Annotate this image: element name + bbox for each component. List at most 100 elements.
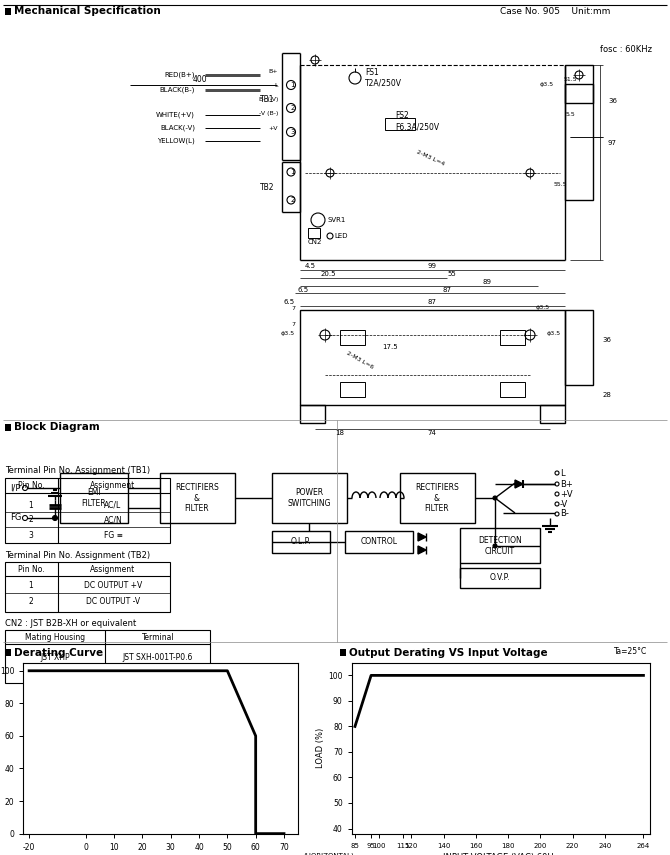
Text: 6.5: 6.5 <box>297 287 309 293</box>
Text: 2: 2 <box>29 516 34 524</box>
Text: 1: 1 <box>291 82 295 88</box>
Circle shape <box>493 496 497 500</box>
Bar <box>5 8 11 15</box>
Bar <box>460 568 540 588</box>
Text: (HORIZONTAL): (HORIZONTAL) <box>304 852 354 855</box>
Text: AC/L: AC/L <box>105 500 122 510</box>
Text: 36: 36 <box>602 337 612 343</box>
Text: O.V.P.: O.V.P. <box>490 574 511 582</box>
Text: Pin No.: Pin No. <box>17 564 44 574</box>
Bar <box>340 330 365 345</box>
Bar <box>340 649 346 656</box>
Text: B+: B+ <box>269 69 278 74</box>
X-axis label: INPUT VOLTAGE (VAC) 60Hz: INPUT VOLTAGE (VAC) 60Hz <box>444 852 558 855</box>
Bar <box>565 65 593 103</box>
Bar <box>5 562 170 612</box>
Bar <box>540 405 565 423</box>
Bar <box>460 528 540 563</box>
Bar <box>345 531 413 553</box>
Bar <box>160 473 235 523</box>
Bar <box>5 478 170 543</box>
Bar <box>5 424 11 431</box>
Text: 3: 3 <box>29 530 34 540</box>
Text: +V: +V <box>560 490 573 498</box>
Text: JST SXH-001T-P0.6
or equivalent: JST SXH-001T-P0.6 or equivalent <box>123 653 193 673</box>
Text: YELLOW(L): YELLOW(L) <box>157 138 195 144</box>
Text: ϕ3.5: ϕ3.5 <box>547 331 561 335</box>
Text: DC OUTPUT +V: DC OUTPUT +V <box>84 581 142 591</box>
Text: 2: 2 <box>29 597 34 605</box>
Text: B-: B- <box>560 510 569 518</box>
Text: 87: 87 <box>427 299 436 305</box>
Text: +V: +V <box>269 126 278 131</box>
Text: LED: LED <box>334 233 348 239</box>
Text: TB2: TB2 <box>259 182 274 192</box>
Text: Mechanical Specification: Mechanical Specification <box>14 7 161 16</box>
Text: 7: 7 <box>291 305 295 310</box>
Text: EMI
FILTER: EMI FILTER <box>82 488 107 508</box>
Text: 55: 55 <box>448 271 456 277</box>
Bar <box>60 473 128 523</box>
Text: L: L <box>560 469 565 477</box>
Polygon shape <box>418 533 426 541</box>
Bar <box>272 473 347 523</box>
Text: 2-M3 L=6: 2-M3 L=6 <box>346 351 375 369</box>
Text: 4.5: 4.5 <box>304 263 316 269</box>
Text: 6.5: 6.5 <box>284 299 295 305</box>
Bar <box>565 310 593 385</box>
Text: F6.3A/250V: F6.3A/250V <box>395 122 439 132</box>
Text: Derating Curve: Derating Curve <box>14 647 103 657</box>
Text: SVR1: SVR1 <box>328 217 346 223</box>
Text: FS1: FS1 <box>365 68 379 78</box>
Text: Terminal Pin No. Assignment (TB2): Terminal Pin No. Assignment (TB2) <box>5 551 150 560</box>
Text: Terminal: Terminal <box>141 633 174 641</box>
Text: CN2 : JST B2B-XH or equivalent: CN2 : JST B2B-XH or equivalent <box>5 619 136 628</box>
Text: L: L <box>275 84 278 89</box>
Bar <box>300 310 565 405</box>
Text: RECTIFIERS
&
FILTER: RECTIFIERS & FILTER <box>175 483 219 513</box>
Text: 20.5: 20.5 <box>320 271 336 277</box>
Text: BLACK(B-): BLACK(B-) <box>159 86 195 93</box>
Text: POWER
SWITCHING: POWER SWITCHING <box>287 488 331 508</box>
Text: Case No. 905    Unit:mm: Case No. 905 Unit:mm <box>500 8 610 16</box>
Circle shape <box>493 544 497 548</box>
Text: 89: 89 <box>482 279 492 285</box>
Text: O.L.P.: O.L.P. <box>291 538 312 546</box>
Text: Pin No.: Pin No. <box>17 481 44 490</box>
Text: Output Derating VS Input Voltage: Output Derating VS Input Voltage <box>349 647 547 657</box>
Text: 97: 97 <box>608 140 617 146</box>
Text: ϕ3.5: ϕ3.5 <box>536 305 550 310</box>
Text: BLACK(-V): BLACK(-V) <box>160 125 195 132</box>
Text: DC OUTPUT -V: DC OUTPUT -V <box>86 597 140 605</box>
Text: 18: 18 <box>336 430 344 436</box>
Text: ϕ3.5: ϕ3.5 <box>281 331 295 335</box>
Text: 7: 7 <box>291 322 295 327</box>
Text: RED(B+): RED(B+) <box>165 72 195 79</box>
Bar <box>565 84 593 200</box>
Text: FG ≡: FG ≡ <box>103 530 123 540</box>
Bar <box>300 405 325 423</box>
Text: Assignment: Assignment <box>90 564 135 574</box>
Text: CN2: CN2 <box>308 239 322 245</box>
Bar <box>340 382 365 397</box>
Text: 2: 2 <box>291 197 295 203</box>
Text: RECTIFIERS
&
FILTER: RECTIFIERS & FILTER <box>415 483 459 513</box>
Text: I/P: I/P <box>10 483 21 492</box>
Text: 1: 1 <box>291 169 295 175</box>
Text: 2: 2 <box>291 105 295 111</box>
Text: Block Diagram: Block Diagram <box>14 422 100 433</box>
Y-axis label: LOAD (%): LOAD (%) <box>316 728 326 769</box>
Text: TB1: TB1 <box>259 96 274 104</box>
Text: 36: 36 <box>608 98 617 104</box>
Text: 1: 1 <box>29 581 34 591</box>
Text: B- (-V): B- (-V) <box>259 97 278 103</box>
Text: FG: FG <box>10 514 21 522</box>
Text: T2A/250V: T2A/250V <box>365 79 402 87</box>
Bar <box>400 473 475 523</box>
Bar <box>272 531 330 553</box>
Bar <box>500 330 525 345</box>
Bar <box>385 118 415 130</box>
Text: AC/N: AC/N <box>104 516 123 524</box>
Text: fosc : 60KHz: fosc : 60KHz <box>600 45 652 55</box>
Text: WHITE(+V): WHITE(+V) <box>156 112 195 118</box>
